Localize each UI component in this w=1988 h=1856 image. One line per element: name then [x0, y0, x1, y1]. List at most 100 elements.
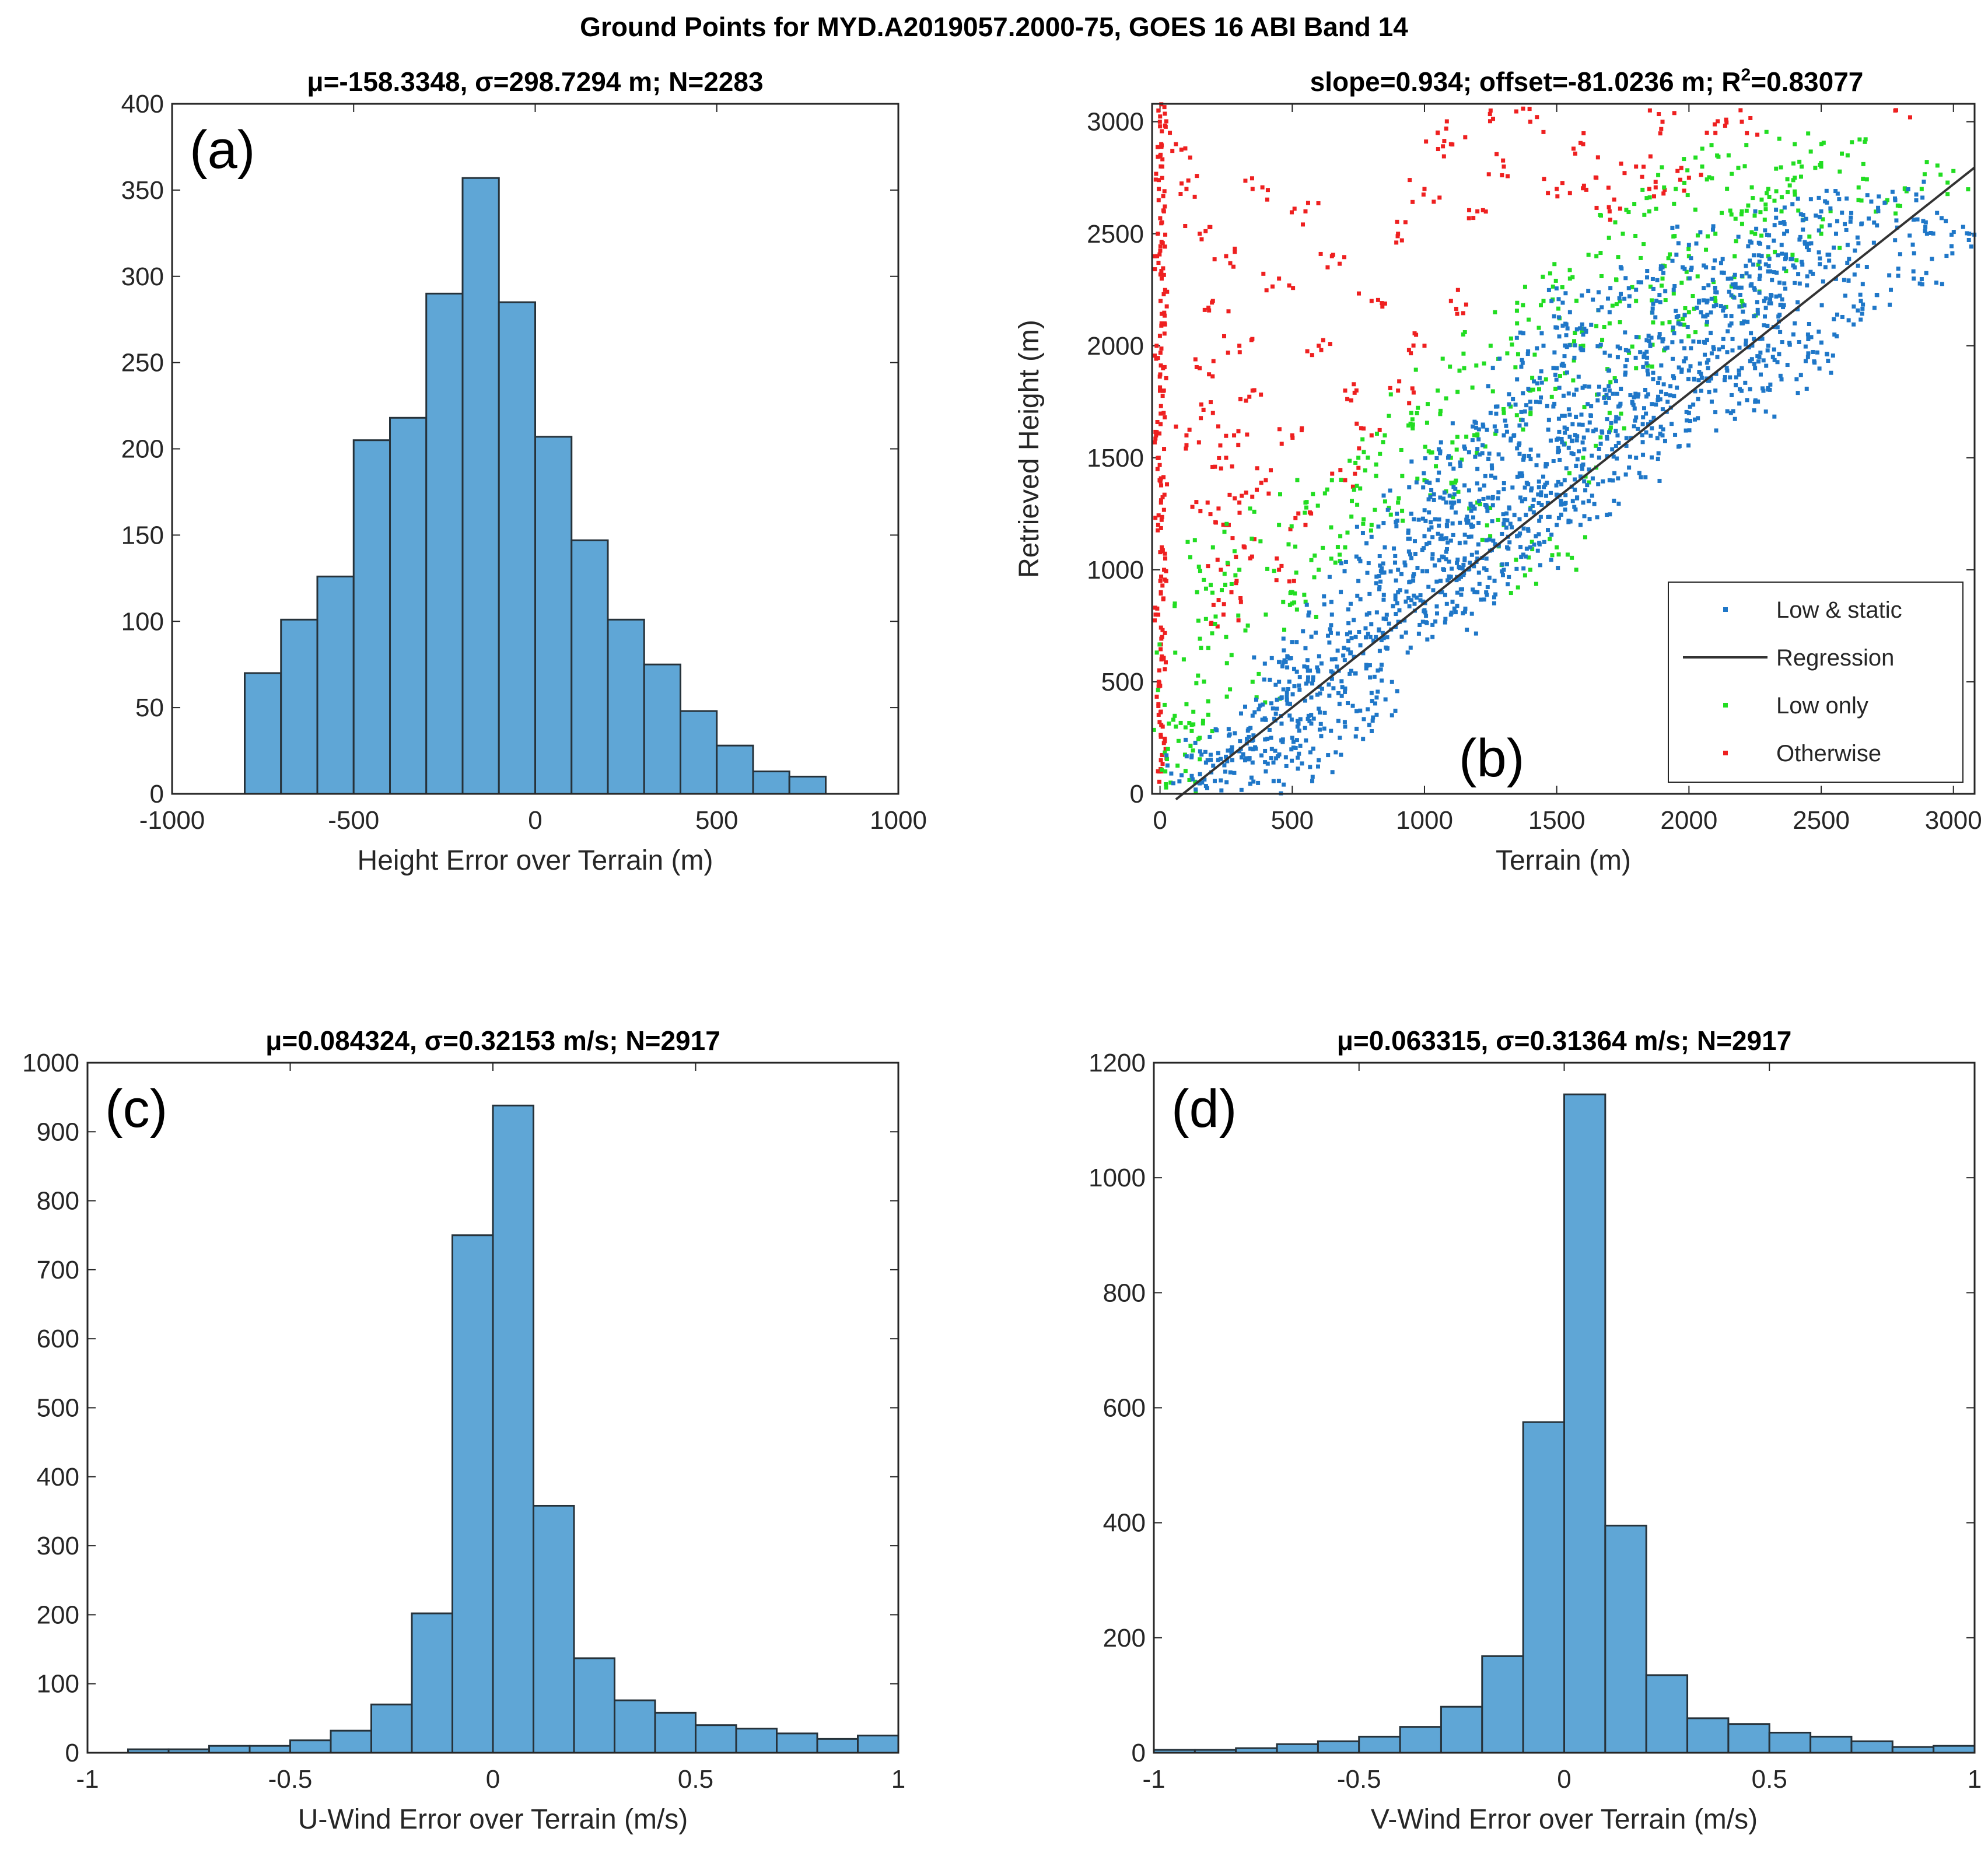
- scatter-point: [1679, 281, 1684, 285]
- scatter-point: [1757, 290, 1762, 295]
- scatter-point: [1803, 359, 1808, 363]
- scatter-point: [1559, 499, 1563, 503]
- scatter-point: [1693, 155, 1698, 160]
- scatter-point: [1345, 632, 1349, 636]
- scatter-point: [1583, 488, 1588, 493]
- scatter-point: [1457, 499, 1461, 503]
- scatter-point: [1701, 314, 1706, 318]
- scatter-point: [1489, 463, 1494, 468]
- scatter-point: [1758, 372, 1763, 377]
- scatter-point: [1706, 283, 1711, 288]
- scatter-point: [1224, 254, 1228, 258]
- scatter-point: [1775, 360, 1780, 365]
- scatter-point: [1780, 251, 1784, 256]
- scatter-point: [1250, 536, 1254, 541]
- scatter-point: [1437, 447, 1441, 451]
- scatter-point: [1455, 557, 1460, 562]
- scatter-point: [1634, 456, 1639, 460]
- panel-a: μ=-158.3348, σ=298.7294 m; N=2283-1000 -5…: [121, 66, 927, 876]
- scatter-point: [1508, 591, 1513, 596]
- scatter-point: [1475, 481, 1479, 486]
- scatter-point: [1683, 306, 1688, 310]
- scatter-point: [1277, 427, 1282, 432]
- scatter-point: [1285, 665, 1290, 670]
- histogram-bar: [1399, 1726, 1442, 1754]
- scatter-point: [1475, 450, 1479, 455]
- scatter-point: [1779, 377, 1784, 381]
- scatter-point: [1422, 187, 1427, 191]
- scatter-point: [1158, 404, 1163, 408]
- scatter-point: [1819, 340, 1824, 345]
- scatter-point: [1840, 151, 1845, 156]
- scatter-point: [1570, 499, 1575, 503]
- scatter-point: [1233, 496, 1237, 500]
- scatter-point: [1188, 155, 1192, 160]
- scatter-point: [1411, 574, 1416, 579]
- scatter-point: [1526, 349, 1531, 353]
- scatter-point: [1457, 368, 1462, 373]
- scatter-point: [1358, 643, 1363, 647]
- scatter-point: [1281, 660, 1286, 665]
- scatter-point: [1252, 388, 1256, 393]
- scatter-point: [1164, 304, 1169, 309]
- scatter-point: [1210, 374, 1215, 379]
- histogram-bar: [1440, 1706, 1483, 1754]
- scatter-point: [1163, 111, 1167, 116]
- scatter-point: [1523, 497, 1528, 502]
- scatter-point: [1174, 424, 1178, 429]
- scatter-point: [1444, 557, 1448, 562]
- scatter-point: [1581, 500, 1586, 505]
- scatter-point: [1369, 299, 1374, 303]
- scatter-point: [1236, 443, 1241, 447]
- scatter-point: [1818, 262, 1822, 267]
- scatter-point: [1574, 299, 1579, 303]
- scatter-point: [1707, 379, 1712, 383]
- scatter-point: [1161, 194, 1166, 198]
- scatter-point: [1455, 561, 1460, 565]
- scatter-point: [1749, 185, 1754, 190]
- scatter-point: [1641, 365, 1646, 369]
- scatter-point: [1709, 351, 1714, 356]
- x-tick-label: 0: [528, 806, 542, 835]
- scatter-point: [1504, 525, 1508, 530]
- scatter-point: [1807, 241, 1811, 246]
- scatter-point: [1380, 631, 1385, 635]
- scatter-point: [1713, 299, 1718, 303]
- scatter-point: [1761, 388, 1766, 393]
- scatter-point: [1779, 195, 1784, 199]
- scatter-point: [1614, 444, 1618, 449]
- scatter-point: [1721, 337, 1726, 341]
- scatter-point: [1591, 429, 1595, 433]
- scatter-point: [1427, 527, 1432, 532]
- scatter-point: [1388, 386, 1392, 390]
- scatter-point: [1517, 471, 1522, 476]
- scatter-point: [1436, 478, 1440, 482]
- scatter-point: [1521, 457, 1525, 462]
- scatter-point: [1707, 390, 1712, 394]
- scatter-point: [1521, 331, 1525, 335]
- scatter-point: [1188, 555, 1192, 559]
- scatter-point: [1290, 601, 1294, 606]
- scatter-point: [1202, 680, 1206, 684]
- scatter-point: [1473, 454, 1478, 459]
- scatter-point: [1362, 517, 1366, 521]
- scatter-point: [1487, 575, 1492, 580]
- scatter-point: [1308, 668, 1312, 673]
- scatter-point: [1585, 428, 1590, 433]
- scatter-point: [1349, 514, 1354, 519]
- scatter-point: [1198, 569, 1202, 573]
- scatter-point: [1616, 416, 1621, 421]
- scatter-point: [1641, 415, 1646, 419]
- scatter-point: [1297, 751, 1301, 756]
- figure-suptitle: Ground Points for MYD.A2019057.2000-75, …: [580, 12, 1408, 42]
- scatter-point: [1764, 363, 1769, 368]
- scatter-point: [1165, 763, 1170, 768]
- scatter-point: [1355, 593, 1360, 598]
- scatter-point: [1311, 746, 1315, 751]
- scatter-point: [1793, 189, 1797, 194]
- scatter-point: [1387, 621, 1391, 626]
- scatter-point: [1749, 331, 1754, 335]
- scatter-point: [1153, 440, 1157, 444]
- x-tick-label: 0: [1557, 1765, 1571, 1794]
- scatter-point: [1361, 737, 1366, 741]
